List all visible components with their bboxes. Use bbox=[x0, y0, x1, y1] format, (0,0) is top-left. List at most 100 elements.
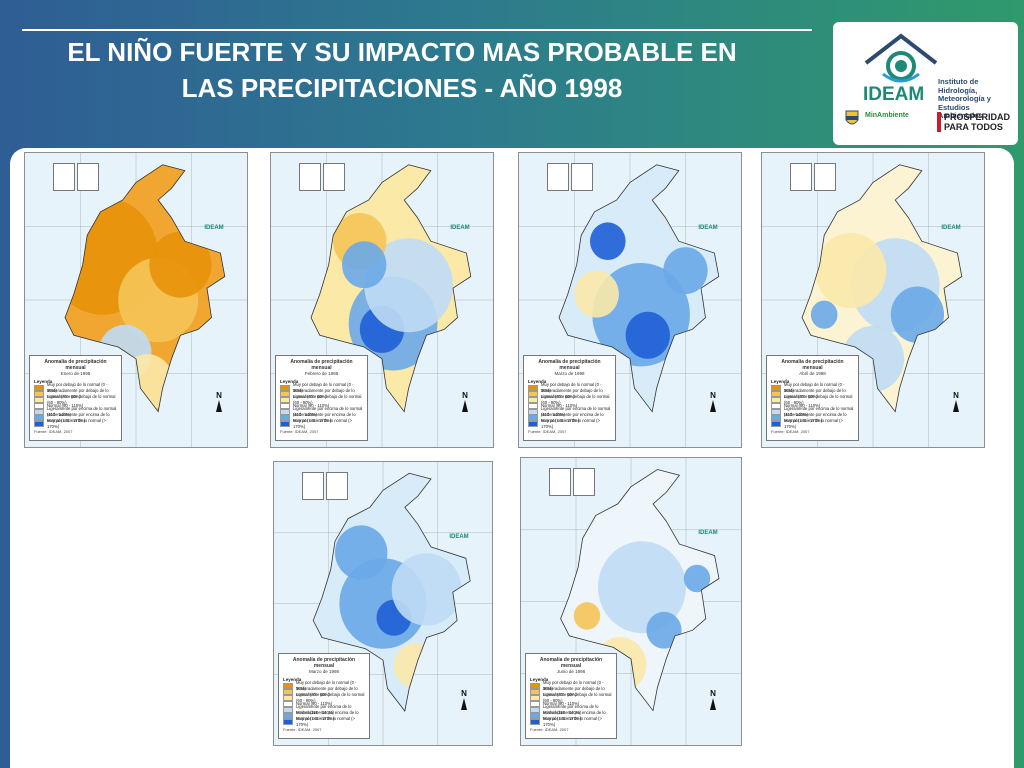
island-inset-providencia bbox=[571, 163, 593, 191]
legend-heading: Leyenda bbox=[34, 379, 53, 384]
island-inset-san-andres bbox=[790, 163, 812, 191]
north-label: N bbox=[461, 689, 467, 698]
legend-label: Normal (90 - 110%) bbox=[784, 403, 821, 408]
legend-swatch bbox=[34, 403, 44, 409]
map-drawing bbox=[271, 153, 493, 447]
legend-source: Fuente: IDEAM, 2007 bbox=[528, 429, 567, 434]
legend-class-4: Normal (90 - 110%) bbox=[280, 403, 363, 409]
legend-source: Fuente: IDEAM, 2007 bbox=[530, 727, 569, 732]
legend-swatch bbox=[283, 707, 293, 713]
legend-class-2: Moderadamente por debajo de lo normal (3… bbox=[530, 686, 612, 697]
map-ideam-logo: IDEAM bbox=[941, 225, 961, 231]
legend-swatch bbox=[530, 695, 540, 701]
legend-label: Ligeramente por debajo de lo normal (60 … bbox=[541, 394, 610, 405]
map-ideam-logo: IDEAM bbox=[204, 225, 224, 231]
legend-swatch bbox=[528, 403, 538, 409]
legend-class-6: Moderadamente por encima de lo normal (1… bbox=[530, 710, 612, 721]
ideam-subtitle-1: Instituto de Hidrología, bbox=[938, 77, 979, 95]
precipitation-map-1: IDEAM Anomalía de precipitación mensual En… bbox=[24, 152, 248, 448]
legend-title: Anomalía de precipitación mensual bbox=[292, 657, 356, 669]
legend-class-7: Muy por encima de lo normal (> 170%) bbox=[771, 418, 854, 429]
legend-class-7: Muy por encima de lo normal (> 170%) bbox=[280, 418, 363, 429]
legend-label: Muy por debajo de lo normal (0 - 30%) bbox=[293, 382, 354, 393]
legend-class-7: Muy por encima de lo normal (> 170%) bbox=[530, 716, 612, 727]
legend-label: Ligeramente por encima de lo normal (110… bbox=[296, 704, 352, 715]
legend-label: Ligeramente por encima de lo normal (110… bbox=[293, 406, 363, 417]
title-underline bbox=[22, 29, 812, 31]
island-inset-san-andres bbox=[299, 163, 321, 191]
legend-swatch bbox=[34, 397, 44, 403]
legend-label: Muy por debajo de lo normal (0 - 30%) bbox=[296, 680, 357, 691]
ideam-subtitle-2: Meteorología y bbox=[938, 94, 991, 103]
island-inset-providencia bbox=[326, 472, 348, 500]
legend-swatch bbox=[283, 683, 293, 689]
legend-swatch bbox=[283, 695, 293, 701]
anomaly-zone bbox=[391, 553, 462, 626]
colombia-shield-icon bbox=[845, 110, 859, 125]
island-inset-providencia bbox=[573, 468, 595, 496]
legend-class-5: Ligeramente por encima de lo normal (110… bbox=[280, 406, 363, 417]
country-border bbox=[64, 164, 226, 413]
legend-swatch bbox=[528, 397, 538, 403]
map-ideam-logo: IDEAM bbox=[698, 225, 718, 231]
legend-class-1: Muy por debajo de lo normal (0 - 30%) bbox=[283, 680, 365, 691]
island-inset-san-andres bbox=[547, 163, 569, 191]
island-inset-providencia bbox=[77, 163, 99, 191]
title-line-1: EL NIÑO FUERTE Y SU IMPACTO MAS PROBABLE… bbox=[67, 37, 737, 67]
legend-swatch bbox=[283, 719, 293, 725]
legend-swatch bbox=[528, 385, 538, 391]
anomaly-zone bbox=[810, 300, 838, 329]
map-drawing bbox=[274, 462, 492, 745]
legend-class-3: Ligeramente por debajo de lo normal (60 … bbox=[530, 692, 612, 703]
map-drawing bbox=[519, 153, 741, 447]
legend-swatch bbox=[771, 397, 781, 403]
legend-swatch bbox=[530, 701, 540, 707]
island-inset-san-andres bbox=[53, 163, 75, 191]
legend-swatch bbox=[280, 421, 290, 427]
legend-title: Anomalía de precipitación mensual bbox=[539, 657, 603, 669]
legend-class-4: Normal (90 - 110%) bbox=[771, 403, 854, 409]
legend-source: Fuente: IDEAM, 2007 bbox=[283, 727, 322, 732]
legend-swatch bbox=[530, 713, 540, 719]
legend-label: Moderadamente por encima de lo normal (1… bbox=[784, 412, 847, 423]
map-drawing bbox=[762, 153, 984, 447]
legend-label: Muy por debajo de lo normal (0 - 30%) bbox=[784, 382, 845, 393]
legend-label: Moderadamente por debajo de lo normal (3… bbox=[784, 388, 846, 399]
legend-swatch bbox=[771, 403, 781, 409]
north-arrow-icon: N bbox=[950, 391, 962, 412]
legend-swatch bbox=[530, 719, 540, 725]
legend-month: Febrero de 1998 bbox=[304, 371, 339, 376]
country-border bbox=[312, 472, 471, 712]
legend-title: Anomalía de precipitación mensual bbox=[538, 359, 601, 371]
prosperidad-line-1: PROSPERIDAD bbox=[944, 112, 1011, 122]
map-legend: Anomalía de precipitación mensual Junio d… bbox=[525, 653, 617, 739]
legend-label: Muy por encima de lo normal (> 170%) bbox=[293, 418, 352, 429]
ideam-subtitle-3: Estudios Ambientales bbox=[938, 102, 983, 120]
precipitation-map-6: IDEAM Anomalía de precipitación mensual Ju… bbox=[520, 457, 742, 746]
map-ideam-logo: IDEAM bbox=[449, 534, 469, 540]
ideam-subtitle: Instituto de Hidrología, Meteorología y … bbox=[938, 77, 1016, 121]
legend-class-2: Moderadamente por debajo de lo normal (3… bbox=[280, 388, 363, 399]
legend-class-5: Ligeramente por encima de lo normal (110… bbox=[530, 704, 612, 715]
north-arrow-icon: N bbox=[213, 391, 225, 412]
legend-class-5: Ligeramente por encima de lo normal (110… bbox=[528, 406, 611, 417]
legend-swatch bbox=[530, 707, 540, 713]
legend-label: Ligeramente por debajo de lo normal (60 … bbox=[784, 394, 853, 405]
legend-class-1: Muy por debajo de lo normal (0 - 30%) bbox=[771, 382, 854, 393]
legend-title: Anomalía de precipitación mensual bbox=[290, 359, 353, 371]
legend-swatch bbox=[771, 409, 781, 415]
legend-class-5: Ligeramente por encima de lo normal (110… bbox=[771, 406, 854, 417]
anomaly-zone bbox=[815, 233, 887, 309]
legend-class-3: Ligeramente por debajo de lo normal (60 … bbox=[528, 394, 611, 405]
legend-source: Fuente: IDEAM, 2007 bbox=[771, 429, 810, 434]
legend-label: Moderadamente por debajo de lo normal (3… bbox=[47, 388, 109, 399]
north-arrow-shape bbox=[710, 400, 716, 412]
map-legend: Anomalía de precipitación mensual Febrero… bbox=[275, 355, 368, 441]
legend-swatch bbox=[280, 415, 290, 421]
legend-class-2: Moderadamente por debajo de lo normal (3… bbox=[34, 388, 117, 399]
legend-label: Moderadamente por encima de lo normal (1… bbox=[543, 710, 606, 721]
legend-swatch bbox=[34, 415, 44, 421]
legend-swatch bbox=[280, 391, 290, 397]
legend-swatch bbox=[528, 409, 538, 415]
legend-label: Ligeramente por encima de lo normal (110… bbox=[541, 406, 611, 417]
